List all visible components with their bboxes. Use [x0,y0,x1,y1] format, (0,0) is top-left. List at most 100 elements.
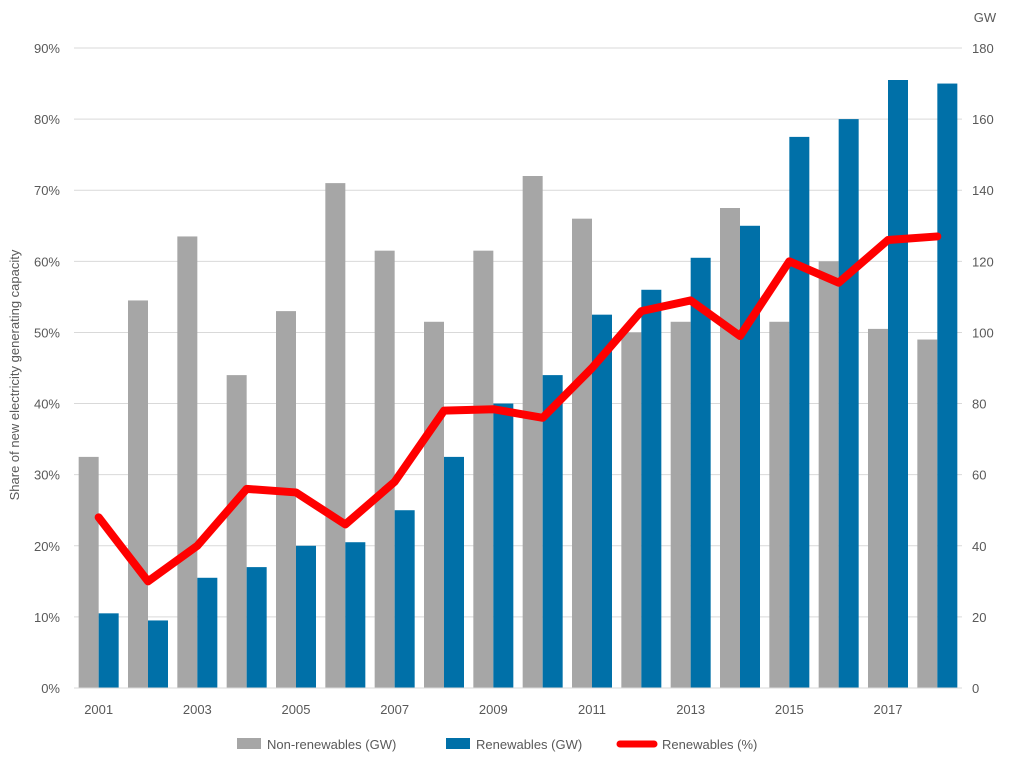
point-renewables-percent-2013 [690,299,692,301]
left-tick-label: 60% [34,254,60,269]
left-tick-label: 40% [34,397,60,412]
left-tick-label: 80% [34,112,60,127]
bar-non-renewables-2017 [868,328,888,688]
left-axis: 0% 10% 20% 30% 40% 50% 60% 70% 80% 90% [34,41,60,696]
legend-label: Non-renewables (GW) [267,737,396,752]
bar-renewables-2001 [98,613,119,688]
point-renewables-percent-2014 [739,335,741,337]
left-tick-label: 50% [34,325,60,340]
x-tick-label: 2011 [578,702,606,717]
right-axis-title: GW [974,10,997,25]
bar-non-renewables-2011 [572,218,592,688]
bar-non-renewables-2008 [424,321,444,688]
x-tick-label: 2009 [479,702,508,717]
point-renewables-percent-2015 [788,260,790,262]
point-renewables-percent-2008 [443,410,445,412]
x-tick-label: 2013 [676,702,705,717]
bar-non-renewables-2009 [473,250,494,688]
bar-renewables-2015 [789,136,810,688]
left-tick-label: 30% [34,468,60,483]
point-renewables-percent-2007 [394,481,396,483]
point-renewables-percent-2018 [936,235,938,237]
point-renewables-percent-2017 [887,239,889,241]
bar-renewables-2008 [444,456,464,688]
x-tick-label: 2015 [775,702,804,717]
bar-renewables-2010 [542,375,563,688]
bar-non-renewables-2013 [670,321,691,688]
right-tick-label: 120 [972,254,994,269]
bar-non-renewables-2006 [325,183,346,688]
bar-non-renewables-2003 [177,236,198,688]
right-tick-label: 20 [972,610,986,625]
bar-renewables-2011 [592,314,612,688]
bar-renewables-2003 [197,577,218,688]
bar-renewables-2007 [394,510,415,688]
bar-renewables-2018 [937,83,958,689]
point-renewables-percent-2012 [640,310,642,312]
bar-non-renewables-2004 [226,375,247,688]
point-renewables-percent-2005 [295,491,297,493]
bar-non-renewables-2001 [78,456,99,688]
bar-non-renewables-2002 [128,300,148,688]
legend-swatch [446,738,470,749]
x-tick-label: 2005 [282,702,311,717]
bar-renewables-2012 [641,289,662,688]
x-tick-label: 2017 [874,702,903,717]
point-renewables-percent-2009 [492,408,494,410]
right-tick-label: 60 [972,468,986,483]
renewables-percent-line-group [94,232,942,586]
legend: Non-renewables (GW) Renewables (GW) Renewa… [237,737,757,752]
bar-renewables-2002 [148,620,168,688]
line-renewables-percent [94,232,942,586]
bar-non-renewables-2016 [818,261,839,688]
left-axis-title: Share of new electricity generating capa… [7,249,22,500]
point-renewables-percent-2010 [542,417,544,419]
bar-non-renewables-2018 [917,339,938,688]
legend-swatch [237,738,261,749]
left-tick-label: 70% [34,183,60,198]
left-tick-label: 20% [34,539,60,554]
left-tick-label: 90% [34,41,60,56]
bar-non-renewables-2007 [374,250,395,688]
right-tick-label: 180 [972,41,994,56]
bar-renewables-2014 [740,225,760,688]
right-tick-label: 160 [972,112,994,127]
bar-renewables-2016 [838,119,859,689]
x-tick-label: 2001 [84,702,113,717]
legend-label: Renewables (GW) [476,737,582,752]
bar-non-renewables-2014 [720,208,740,688]
right-tick-label: 40 [972,539,986,554]
gridlines [74,47,962,618]
x-axis: 2001 2003 2005 2007 2009 2011 2013 2015 2017 [74,687,962,717]
bar-non-renewables-2005 [276,311,296,688]
bar-non-renewables-2015 [769,321,790,688]
bar-renewables-2017 [888,80,908,688]
legend-label: Renewables (%) [662,737,757,752]
bar-non-renewables-2010 [522,176,543,688]
bars-group [78,80,958,689]
point-renewables-percent-2011 [591,367,593,369]
bar-renewables-2005 [296,545,316,688]
bar-renewables-2006 [345,542,366,688]
right-axis: 0 20 40 60 80 100 120 140 160 180 [972,41,994,696]
x-tick-label: 2003 [183,702,212,717]
bar-renewables-2009 [493,403,514,688]
point-renewables-percent-2016 [838,282,840,284]
bar-renewables-2013 [690,257,711,688]
right-tick-label: 140 [972,183,994,198]
point-renewables-percent-2004 [246,488,248,490]
point-renewables-percent-2006 [344,523,346,525]
point-renewables-percent-2003 [196,545,198,547]
point-renewables-percent-2001 [98,516,100,518]
right-tick-label: 80 [972,397,986,412]
right-tick-label: 100 [972,325,994,340]
point-renewables-percent-2002 [147,580,149,582]
left-tick-label: 0% [41,681,60,696]
x-tick-label: 2007 [380,702,409,717]
bar-non-renewables-2012 [621,332,642,688]
left-tick-label: 10% [34,610,60,625]
bar-renewables-2004 [246,567,267,688]
right-tick-label: 0 [972,681,979,696]
